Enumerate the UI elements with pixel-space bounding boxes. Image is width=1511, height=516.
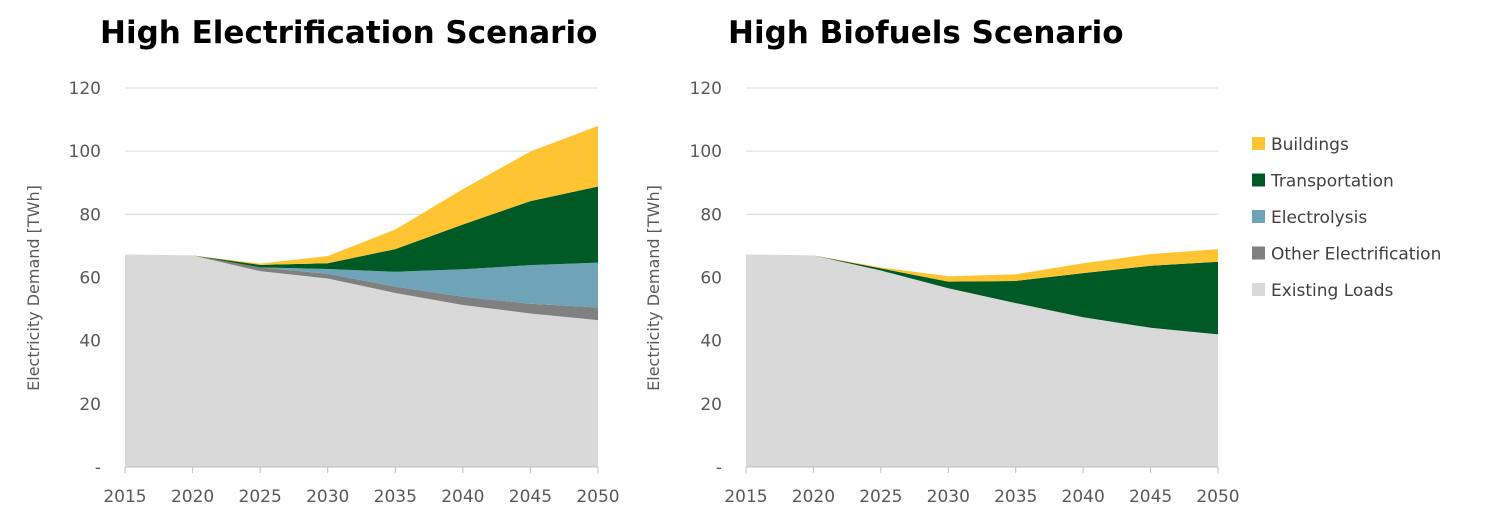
x-axis [124,466,599,473]
y-tick-label: - [716,458,722,478]
stacked-areas [746,249,1218,467]
legend-label: Transportation [1270,172,1394,192]
legend: Buildings Transportation Electrolysis Other… [1252,135,1441,301]
legend-label: Electrolysis [1271,208,1367,228]
chart-title: High Electrification Scenario [100,15,597,51]
x-tick-label: 2020 [792,487,835,507]
x-axis [745,466,1219,473]
legend-swatch [1252,210,1265,223]
x-tick-label: 2030 [927,487,970,507]
area-other-electrification [125,254,598,321]
legend-swatch [1252,173,1265,187]
legend-label: Other Electrification [1271,245,1441,265]
x-tick-label: 2035 [994,487,1037,507]
x-tick-label: 2040 [1062,487,1105,507]
y-tick-label: 40 [79,332,101,352]
x-tick-label: 2045 [1129,487,1172,507]
y-tick-label: 80 [79,205,101,225]
x-tick-label: 2050 [576,487,619,507]
area-buildings [746,249,1218,282]
x-tick-label: 2050 [1196,487,1239,507]
x-axis-ticks: 2015 2020 2025 2030 2035 2040 2045 2050 [103,487,619,507]
y-tick-label: 120 [690,79,722,99]
x-tick-label: 2040 [441,487,484,507]
x-tick-label: 2020 [171,487,214,507]
area-electrolysis [125,254,598,308]
y-axis: - 20 40 60 80 100 120 [69,79,101,478]
y-tick-label: 80 [700,205,722,225]
y-axis-title: Electricity Demand [TWh] [644,185,663,391]
x-axis-ticks: 2015 2020 2025 2030 2035 2040 2045 2050 [724,487,1239,507]
y-axis-title: Electricity Demand [TWh] [24,185,43,391]
x-tick-label: 2045 [509,487,552,507]
chart-high-biofuels: High Biofuels Scenario Electricity Deman… [644,15,1240,507]
area-transportation [746,254,1218,335]
y-tick-label: 20 [79,395,101,415]
y-tick-label: 100 [690,142,722,162]
y-axis: - 20 40 60 80 100 120 [690,79,722,478]
legend-swatch [1252,246,1265,260]
y-tick-label: 60 [79,269,101,289]
chart-high-electrification: High Electrification Scenario Electricit… [24,15,620,507]
stacked-areas [125,125,598,467]
legend-label: Existing Loads [1271,281,1394,301]
area-transportation [125,186,598,272]
legend-label: Buildings [1271,135,1349,155]
x-tick-label: 2025 [859,487,902,507]
x-tick-label: 2030 [306,487,349,507]
area-existing-loads [125,254,598,467]
x-tick-label: 2015 [724,487,767,507]
y-tick-label: 100 [69,142,101,162]
chart-title: High Biofuels Scenario [728,15,1124,51]
area-buildings [125,125,598,265]
x-tick-label: 2025 [239,487,282,507]
legend-swatch [1252,283,1265,296]
y-tick-label: 40 [700,332,722,352]
x-tick-label: 2015 [103,487,146,507]
y-tick-label: 120 [69,79,101,99]
x-tick-label: 2035 [374,487,417,507]
area-existing-loads [746,254,1218,467]
y-tick-label: - [95,458,101,478]
y-tick-label: 20 [700,395,722,415]
legend-swatch [1252,137,1265,150]
y-tick-label: 60 [700,269,722,289]
